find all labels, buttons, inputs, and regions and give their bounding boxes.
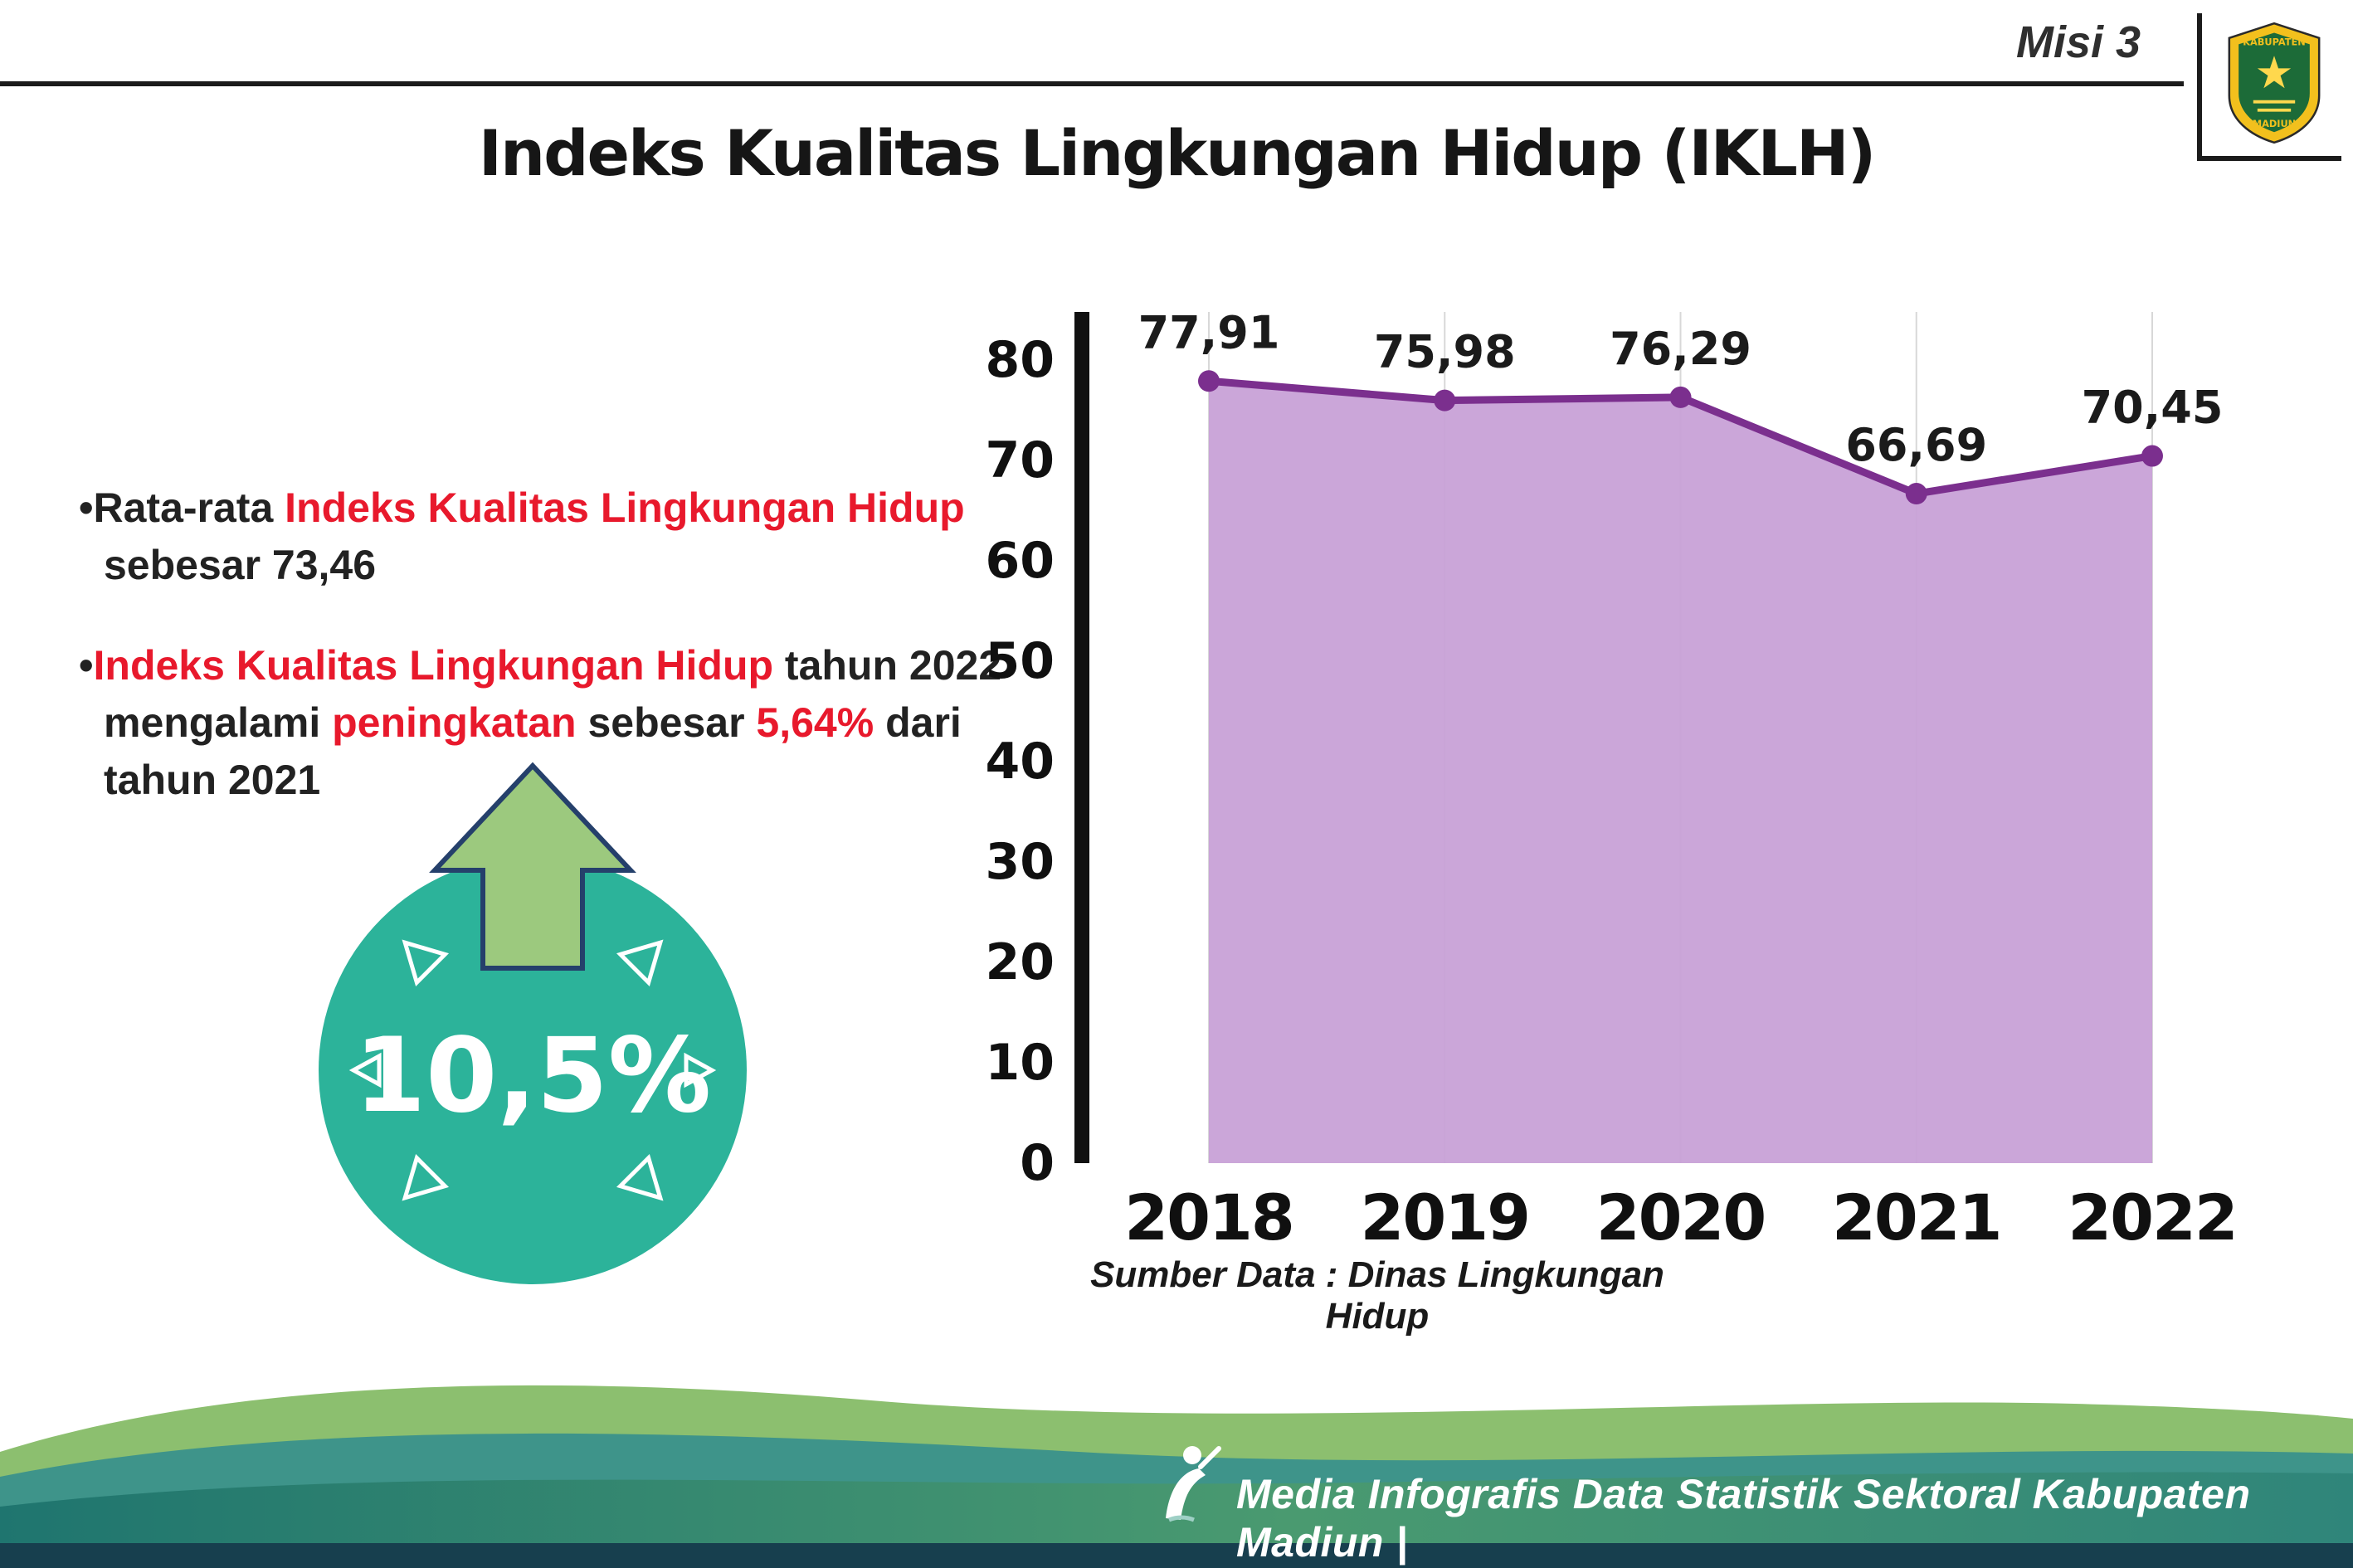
chart-point bbox=[2141, 445, 2163, 467]
bullet-item: Indeks Kualitas Lingkungan Hidup tahun 2… bbox=[79, 637, 1016, 809]
kabupaten-madiun-logo: KABUPATEN MADIUN bbox=[2228, 22, 2321, 144]
chart-value-label: 76,29 bbox=[1610, 323, 1751, 375]
logo-frame-vertical bbox=[2197, 13, 2202, 161]
text-segment: tahun 2022 mengalami bbox=[104, 642, 1002, 746]
text-segment: Rata-rata bbox=[93, 485, 285, 531]
iklh-area-chart: 77,91 75,98 76,29 66,69 70,45 0 10 20 30 40 50 60 70… bbox=[987, 306, 2239, 1254]
chart-source-note: Sumber Data : Dinas Lingkungan Hidup bbox=[1090, 1254, 1664, 1337]
logo-banner-lines bbox=[2253, 100, 2296, 112]
badge-tick-triangles bbox=[348, 939, 717, 1201]
chart-value-label: 77,91 bbox=[1138, 306, 1280, 358]
text-segment: sebesar 73,46 bbox=[104, 542, 377, 588]
y-tick-label: 70 bbox=[987, 431, 1055, 489]
text-segment: Indeks Kualitas Lingkungan Hidup bbox=[93, 642, 774, 689]
y-tick-label: 20 bbox=[987, 933, 1055, 991]
text-segment: sebesar bbox=[576, 699, 757, 746]
x-tick-label: 2021 bbox=[1832, 1181, 2001, 1254]
chart-point bbox=[1669, 386, 1692, 408]
logo-bottom-text: MADIUN bbox=[2253, 118, 2296, 129]
y-tick-label: 0 bbox=[1020, 1134, 1055, 1192]
chart-value-label: 66,69 bbox=[1845, 419, 1987, 471]
chart-value-label: 70,45 bbox=[2082, 382, 2224, 434]
header-rule bbox=[0, 81, 2184, 86]
text-segment: peningkatan bbox=[332, 699, 577, 746]
x-tick-label: 2022 bbox=[2068, 1181, 2237, 1254]
badge-percentage: 10,5% bbox=[354, 1016, 711, 1136]
chart-area bbox=[1209, 381, 2152, 1163]
y-tick-label: 80 bbox=[987, 331, 1055, 389]
bullet-list: Rata-rata Indeks Kualitas Lingkungan Hid… bbox=[79, 480, 1016, 852]
chart-point bbox=[1434, 389, 1456, 411]
logo-top-text: KABUPATEN bbox=[2243, 37, 2305, 48]
chart-point bbox=[1198, 370, 1220, 392]
text-segment: 5,64% bbox=[756, 699, 874, 746]
page-title: Indeks Kualitas Lingkungan Hidup (IKLH) bbox=[478, 116, 1877, 190]
footer-caption: Media Infografis Data Statistik Sektoral… bbox=[1236, 1471, 2251, 1566]
y-tick-label: 10 bbox=[987, 1034, 1055, 1092]
y-tick-label: 50 bbox=[987, 632, 1055, 690]
bullet-item: Rata-rata Indeks Kualitas Lingkungan Hid… bbox=[79, 480, 1016, 594]
x-tick-label: 2018 bbox=[1124, 1181, 1293, 1254]
logo-star-icon bbox=[2257, 56, 2292, 89]
text-segment: Indeks Kualitas Lingkungan Hidup bbox=[285, 485, 965, 531]
y-tick-label: 60 bbox=[987, 532, 1055, 590]
logo-frame-horizontal bbox=[2197, 156, 2341, 161]
y-tick-label: 30 bbox=[987, 833, 1055, 891]
misi-label: Misi 3 bbox=[2016, 17, 2141, 67]
badge-circle bbox=[319, 856, 747, 1284]
footer-bottom-strip bbox=[0, 1543, 2353, 1568]
y-axis-bar bbox=[1074, 312, 1089, 1163]
chart-value-label: 75,98 bbox=[1374, 326, 1516, 378]
y-tick-label: 40 bbox=[987, 733, 1055, 791]
logo-shield-field bbox=[2239, 32, 2310, 133]
increase-badge: 10,5% bbox=[319, 762, 747, 1284]
chart-point bbox=[1905, 483, 1927, 505]
x-tick-label: 2020 bbox=[1596, 1181, 1766, 1254]
x-tick-label: 2019 bbox=[1360, 1181, 1529, 1254]
text-segment: dari tahun 2021 bbox=[104, 699, 962, 803]
up-arrow-icon bbox=[429, 762, 636, 971]
mascot-icon bbox=[1166, 1446, 1221, 1522]
